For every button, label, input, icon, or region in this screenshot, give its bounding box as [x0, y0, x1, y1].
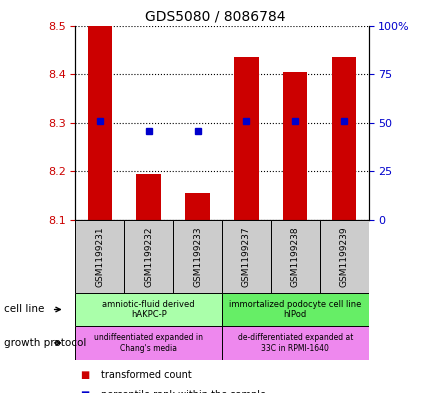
Bar [75, 220, 124, 293]
Text: GSM1199232: GSM1199232 [144, 226, 153, 286]
Text: GSM1199237: GSM1199237 [241, 226, 250, 287]
Bar [124, 220, 173, 293]
Text: GSM1199231: GSM1199231 [95, 226, 104, 287]
Text: de-differentiated expanded at
33C in RPMI-1640: de-differentiated expanded at 33C in RPM… [237, 333, 352, 353]
Bar [233, 57, 258, 220]
Text: ■: ■ [80, 390, 89, 393]
Text: GSM1199239: GSM1199239 [339, 226, 348, 287]
Bar [221, 326, 368, 360]
Text: ■: ■ [80, 370, 89, 380]
Bar [283, 72, 307, 220]
Bar [331, 57, 356, 220]
Text: growth protocol: growth protocol [4, 338, 86, 348]
Bar [136, 174, 160, 220]
Bar [270, 220, 319, 293]
Bar [221, 220, 270, 293]
Bar [221, 293, 368, 326]
Text: percentile rank within the sample: percentile rank within the sample [101, 390, 266, 393]
Text: immortalized podocyte cell line
hIPod: immortalized podocyte cell line hIPod [228, 300, 361, 319]
Text: cell line: cell line [4, 305, 45, 314]
Text: transformed count: transformed count [101, 370, 192, 380]
Text: amniotic-fluid derived
hAKPC-P: amniotic-fluid derived hAKPC-P [102, 300, 194, 319]
Text: GDS5080 / 8086784: GDS5080 / 8086784 [145, 10, 285, 24]
Bar [87, 26, 112, 220]
Bar [185, 193, 209, 220]
Bar [75, 326, 221, 360]
Bar [75, 293, 221, 326]
Bar [319, 220, 368, 293]
Text: undiffeentiated expanded in
Chang's media: undiffeentiated expanded in Chang's medi… [94, 333, 203, 353]
Text: GSM1199233: GSM1199233 [193, 226, 202, 287]
Bar [173, 220, 221, 293]
Text: GSM1199238: GSM1199238 [290, 226, 299, 287]
